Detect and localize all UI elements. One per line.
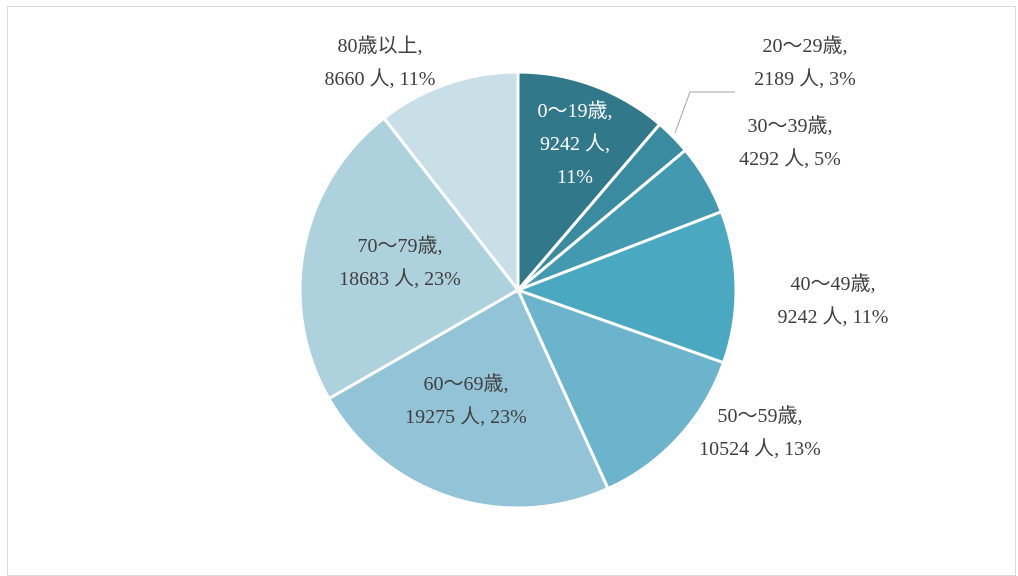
value-label: 2189 人, 3% xyxy=(754,68,856,90)
value-label: 19275 人, 23% xyxy=(405,406,527,428)
value-label: 9242 人, 11% xyxy=(540,133,610,188)
value-label: 8660 人, 11% xyxy=(324,68,436,90)
data-label: 80歳以上, 8660 人, 11% xyxy=(280,30,480,96)
pie-slice xyxy=(298,116,521,401)
value-label: 4292 人, 5% xyxy=(739,148,841,170)
value-label: 10524 人, 13% xyxy=(699,438,821,460)
category-label: 0～19歳, xyxy=(537,100,613,122)
data-label: 70～79歳, 18683 人, 23% xyxy=(300,230,500,296)
pie-slice xyxy=(326,287,611,510)
category-label: 60～69歳, xyxy=(423,373,509,395)
data-label: 20～29歳, 2189 人, 3% xyxy=(705,30,905,96)
category-label: 80歳以上, xyxy=(337,35,423,57)
pie-slice xyxy=(381,70,520,295)
category-label: 20～29歳, xyxy=(762,35,848,57)
pie-slice xyxy=(515,287,726,491)
data-label: 30～39歳, 4292 人, 5% xyxy=(690,110,890,176)
category-label: 40～49歳, xyxy=(790,273,876,295)
pie-slice xyxy=(516,70,662,295)
value-label: 9242 人, 11% xyxy=(777,306,889,328)
data-label: 60～69歳, 19275 人, 23% xyxy=(366,368,566,434)
pie-slice xyxy=(513,209,738,365)
data-label: 50～59歳, 10524 人, 13% xyxy=(660,400,860,466)
category-label: 70～79歳, xyxy=(357,235,443,257)
leader-line xyxy=(674,91,735,134)
category-label: 30～39歳, xyxy=(747,115,833,137)
data-label: 0～19歳, 9242 人, 11% xyxy=(520,95,630,194)
category-label: 50～59歳, xyxy=(717,405,803,427)
value-label: 18683 人, 23% xyxy=(339,268,461,290)
data-label: 40～49歳, 9242 人, 11% xyxy=(733,268,933,334)
